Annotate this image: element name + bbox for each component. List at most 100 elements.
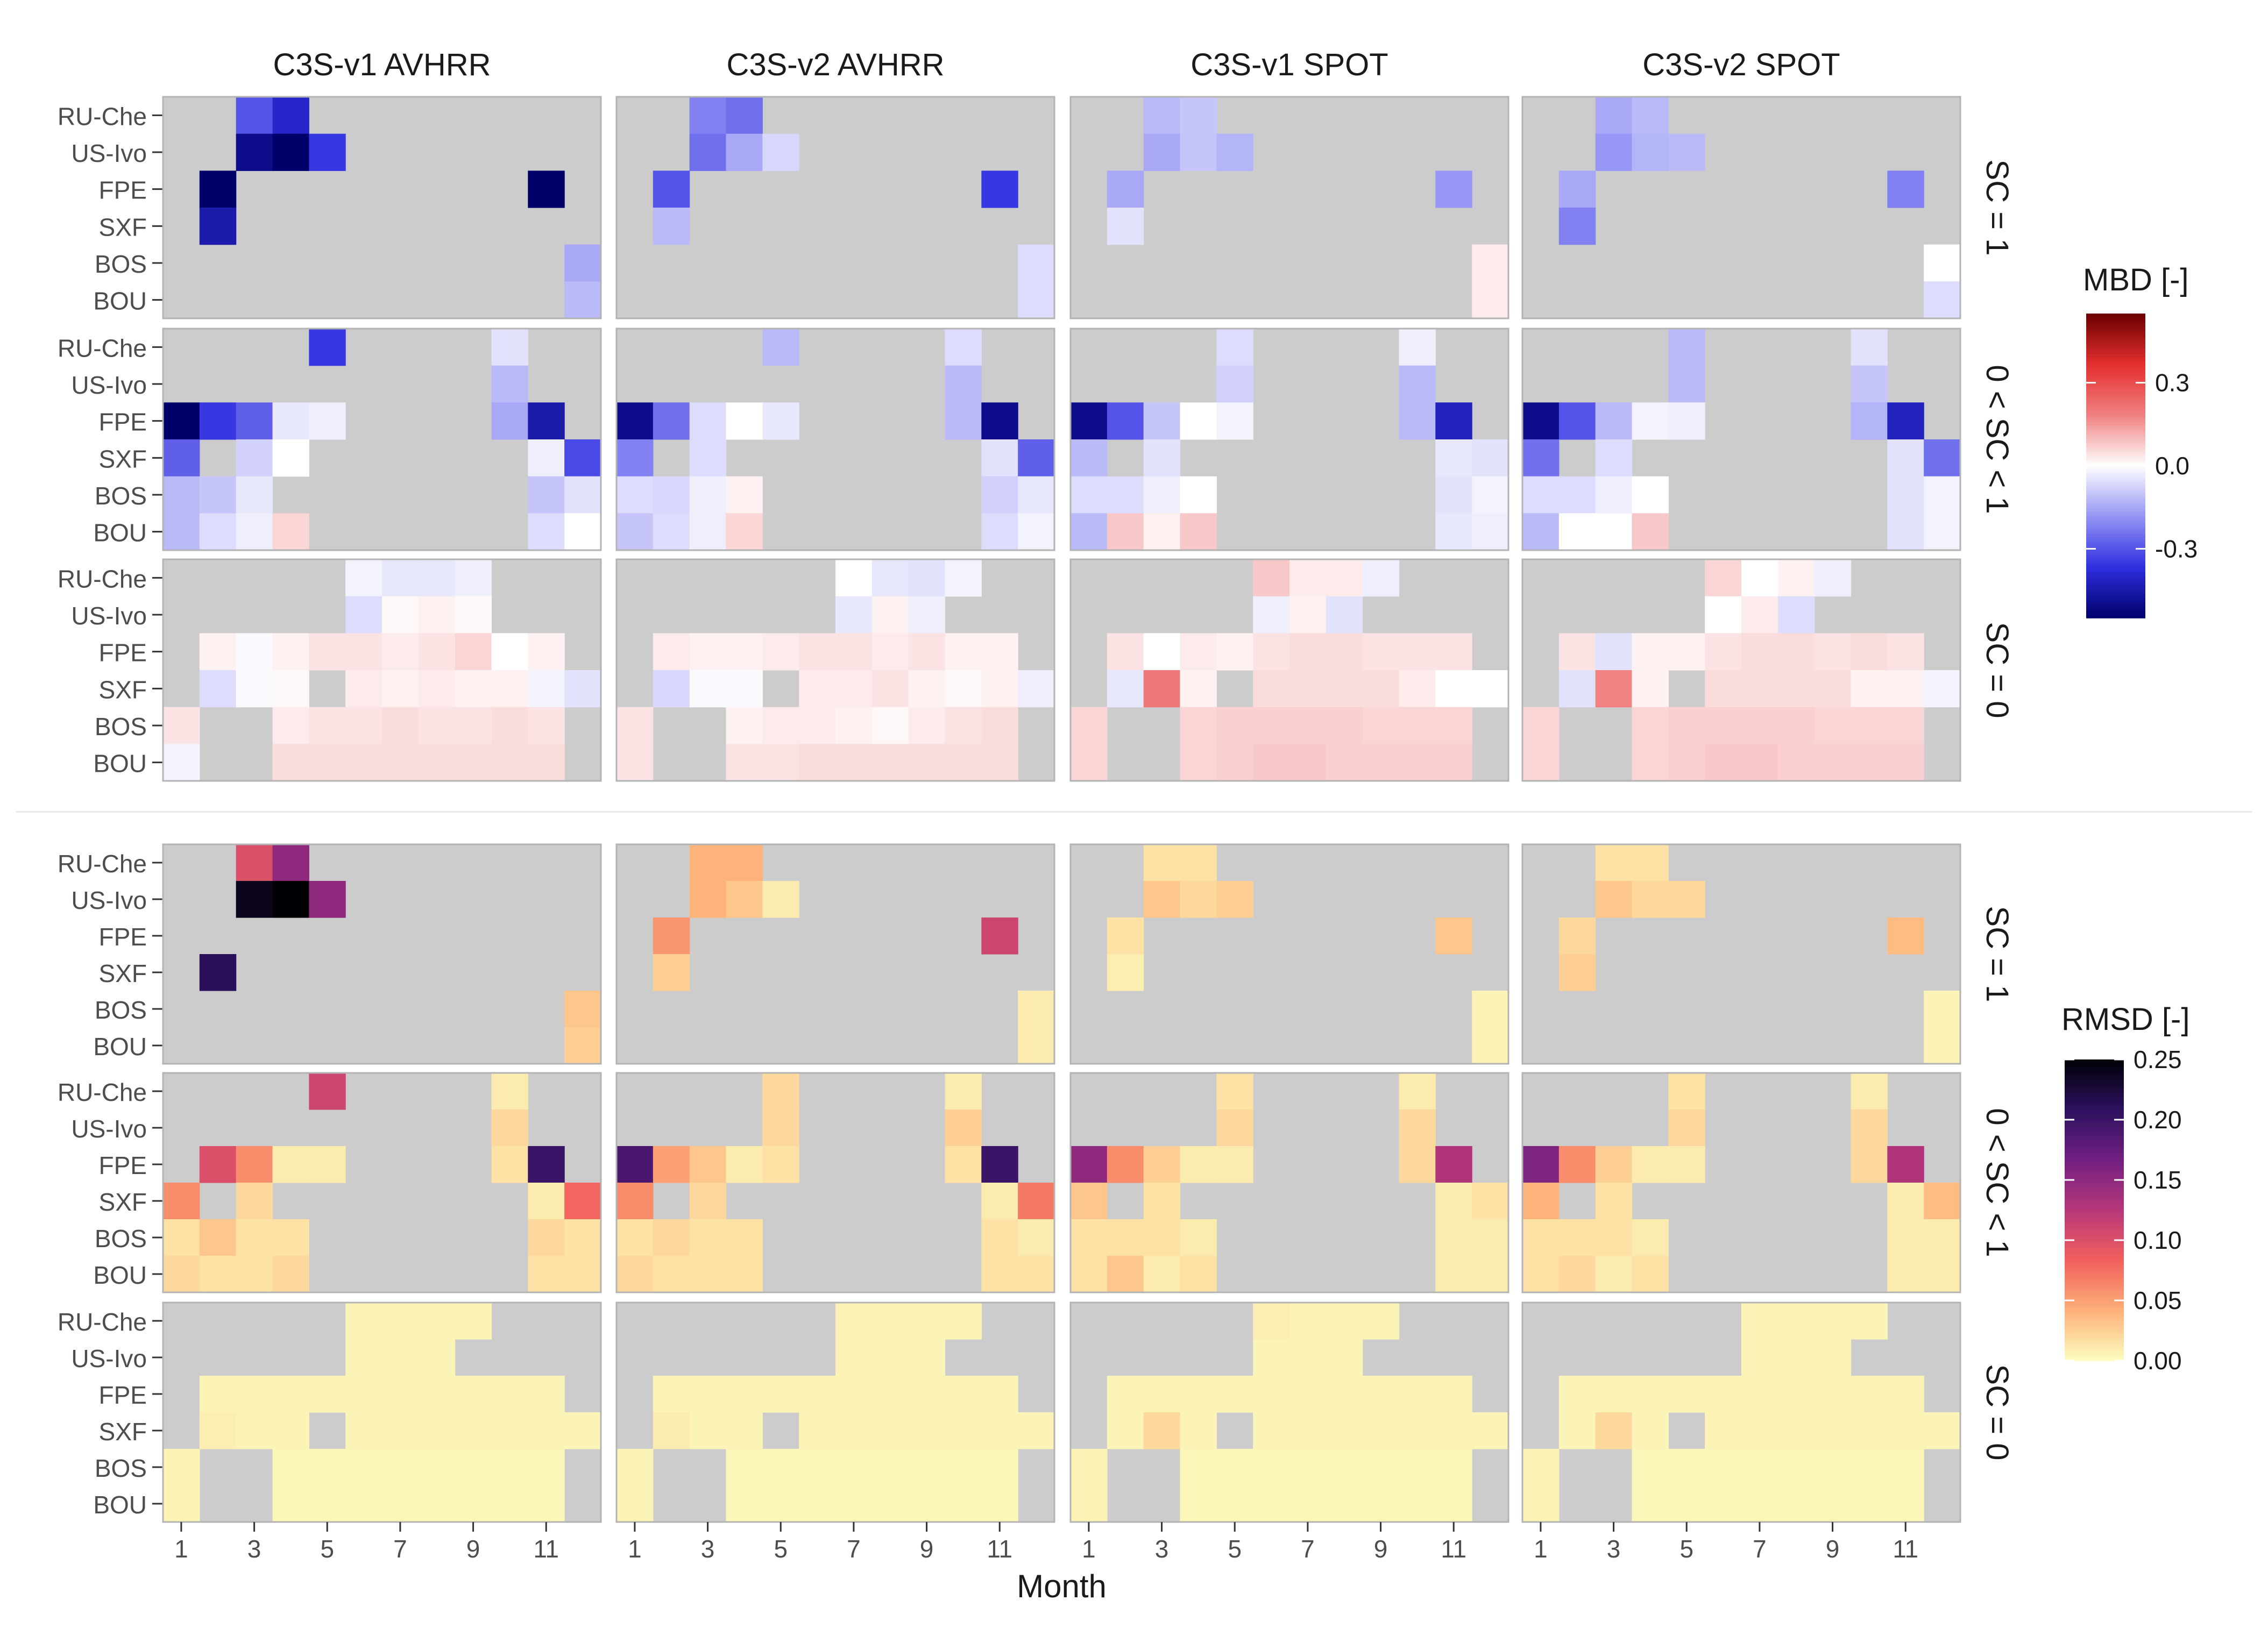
heatmap-cell xyxy=(1018,281,1055,319)
heatmap-cell xyxy=(1741,633,1778,671)
heatmap-cell xyxy=(1814,707,1852,744)
heatmap-cell xyxy=(199,1256,237,1293)
legend-gradient-step xyxy=(2065,1067,2124,1070)
heatmap-cell xyxy=(1435,1412,1472,1449)
x-tick-label: 3 xyxy=(701,1535,715,1563)
heatmap-cell xyxy=(616,1183,654,1220)
legend-gradient-step xyxy=(2065,1064,2124,1068)
heatmap-cell xyxy=(1071,1485,1108,1523)
heatmap-cell xyxy=(1216,633,1253,671)
heatmap-cell xyxy=(1851,365,1888,403)
heatmap-cell xyxy=(1705,744,1742,781)
heatmap-cell xyxy=(762,633,799,671)
heatmap-cell xyxy=(981,476,1018,514)
heatmap-cell xyxy=(1143,476,1181,514)
heatmap-cell xyxy=(835,1376,873,1413)
heatmap-cell xyxy=(1180,402,1217,440)
y-tick-label: RU-Che xyxy=(58,850,147,878)
panel-border xyxy=(1069,843,1509,1065)
legend-gradient-step xyxy=(2065,1172,2124,1176)
heatmap-cell xyxy=(981,670,1018,708)
legend-gradient-step xyxy=(2086,567,2145,571)
legend-gradient-step xyxy=(2065,1308,2124,1311)
heatmap-cell xyxy=(272,97,309,134)
heatmap-cell xyxy=(1216,1109,1253,1147)
legend-gradient-step xyxy=(2065,1225,2124,1228)
heatmap-cell xyxy=(653,402,690,440)
panel-border xyxy=(1521,1072,1961,1293)
heatmap-cell xyxy=(1851,402,1888,440)
heatmap-cell xyxy=(1851,744,1888,781)
heatmap-cell xyxy=(163,744,200,781)
heatmap-cell xyxy=(236,1256,273,1293)
heatmap-cell xyxy=(1399,402,1436,440)
heatmap-cell xyxy=(689,439,727,477)
heatmap-cell xyxy=(1887,1256,1924,1293)
heatmap-cell xyxy=(1180,1256,1217,1293)
y-tick-label: US-Ivo xyxy=(71,886,147,914)
legend-gradient-step xyxy=(2065,1084,2124,1088)
legend-gradient-step xyxy=(2065,1350,2124,1354)
heatmap-cell xyxy=(1216,402,1253,440)
heatmap-cell xyxy=(1632,133,1669,171)
y-tick-label: FPE xyxy=(99,1381,147,1409)
heatmap-cell xyxy=(1705,1376,1742,1413)
legend-gradient-step xyxy=(2086,524,2145,527)
heatmap-cell xyxy=(1362,1303,1400,1340)
heatmap-cell xyxy=(1289,1412,1327,1449)
heatmap-cell xyxy=(1435,633,1472,671)
heatmap-cell xyxy=(1705,1412,1742,1449)
legend-gradient-step xyxy=(2065,1117,2124,1120)
legend-gradient-step xyxy=(2086,529,2145,532)
heatmap-cell xyxy=(1887,439,1924,477)
heatmap-cell xyxy=(455,1449,492,1486)
legend-gradient-step xyxy=(2065,1335,2124,1339)
panel-border xyxy=(615,1072,1055,1293)
heatmap-cell xyxy=(1326,1339,1363,1376)
heatmap-cell xyxy=(1668,744,1705,781)
panel-row-strip: 0 < SC < 1 xyxy=(1980,1108,2015,1257)
legend-gradient-step xyxy=(2086,572,2145,575)
heatmap-cell xyxy=(1289,1339,1327,1376)
heatmap-cell xyxy=(272,1256,309,1293)
legend-gradient-step xyxy=(2065,1197,2124,1201)
heatmap-cell xyxy=(981,1256,1018,1293)
legend-gradient-step xyxy=(2065,1132,2124,1135)
heatmap-cell xyxy=(1814,744,1852,781)
legend-gradient-step xyxy=(2065,1180,2124,1183)
legend-gradient-step xyxy=(2086,610,2145,614)
legend-gradient-step xyxy=(2086,359,2145,362)
legend-gradient-step xyxy=(2065,1215,2124,1218)
heatmap-cell xyxy=(1018,1027,1055,1064)
heatmap-cell xyxy=(309,1376,346,1413)
legend-tick-label: -0.3 xyxy=(2155,535,2198,563)
heatmap-cell xyxy=(418,1339,456,1376)
heatmap-cell xyxy=(1887,1449,1924,1486)
heatmap-cell xyxy=(1924,281,1961,319)
legend-gradient-step xyxy=(2086,369,2145,373)
y-tick-label: RU-Che xyxy=(58,1078,147,1106)
heatmap-panel xyxy=(162,1072,602,1293)
heatmap-cell xyxy=(345,1412,382,1449)
heatmap-cell xyxy=(689,1219,727,1256)
heatmap-cell xyxy=(1595,1146,1633,1183)
heatmap-cell xyxy=(1741,670,1778,708)
legend-gradient-step xyxy=(2086,440,2145,444)
legend-gradient-step xyxy=(2086,404,2145,408)
heatmap-cell xyxy=(1435,1183,1472,1220)
heatmap-cell xyxy=(653,1219,690,1256)
heatmap-cell xyxy=(726,744,763,781)
heatmap-cell xyxy=(726,402,763,440)
heatmap-cell xyxy=(1326,1412,1363,1449)
panel-row-strip: SC = 0 xyxy=(1980,1364,2015,1461)
legend-gradient-step xyxy=(2086,473,2145,476)
legend-gradient-step xyxy=(2086,443,2145,446)
x-tick-label: 11 xyxy=(1893,1535,1918,1563)
legend-gradient-step xyxy=(2086,557,2145,560)
y-tick-label: RU-Che xyxy=(58,565,147,593)
legend-gradient-step xyxy=(2086,519,2145,522)
legend-gradient-step xyxy=(2086,499,2145,502)
heatmap-cell xyxy=(762,744,799,781)
x-tick-label: 5 xyxy=(320,1535,334,1563)
heatmap-cell xyxy=(653,633,690,671)
